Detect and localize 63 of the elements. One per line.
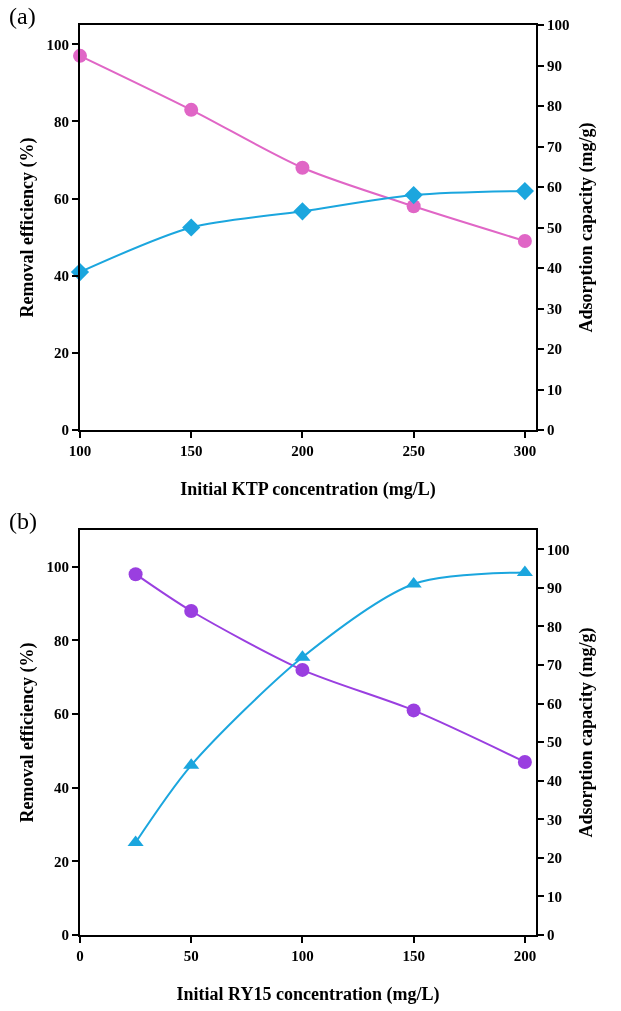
y-tick-label: 60: [54, 706, 69, 723]
y-axis-title: Removal efficiency (%): [17, 137, 38, 318]
y-axis-title: Removal efficiency (%): [17, 642, 38, 823]
point: [295, 662, 310, 677]
y2-tick-label: 70: [547, 657, 562, 674]
y2-tick-label: 80: [547, 618, 562, 635]
y-tick-label: 40: [54, 267, 69, 284]
y-tick-label: 20: [54, 853, 69, 870]
y2-tick-label: 90: [547, 580, 562, 597]
y2-axis-title: Adsorption capacity (mg/g): [576, 627, 597, 838]
x-tick-label: 150: [402, 948, 425, 964]
y2-tick-label: 40: [547, 772, 562, 789]
point: [182, 218, 201, 237]
y-tick-label: 60: [54, 190, 69, 207]
point: [128, 567, 143, 582]
x-tick-label: 200: [291, 443, 314, 459]
y2-tick-label: 90: [547, 57, 562, 74]
y2-tick-label: 50: [547, 219, 562, 236]
y2-tick-label: 70: [547, 138, 562, 155]
y2-tick-label: 10: [547, 381, 562, 398]
y2-tick-label: 20: [547, 850, 562, 867]
point: [293, 202, 312, 221]
x-tick-label: 200: [513, 948, 537, 964]
y2-tick-label: 0: [547, 927, 555, 944]
y2-tick-label: 50: [547, 734, 562, 751]
point: [295, 160, 310, 175]
y2-tick-label: 0: [547, 422, 555, 439]
x-tick-label: 100: [291, 948, 314, 964]
x-tick-label: 250: [402, 443, 425, 459]
y2-tick-label: 20: [547, 341, 562, 358]
y2-tick-label: 40: [547, 260, 562, 277]
point: [515, 181, 534, 201]
point: [404, 186, 423, 205]
point: [517, 234, 532, 248]
x-axis-title: Initial RY15 concentration (mg/L): [176, 984, 440, 1005]
y2-tick-label: 100: [547, 541, 570, 558]
x-tick-label: 300: [513, 443, 537, 459]
y2-tick-label: 60: [547, 695, 562, 712]
x-tick-label: 50: [183, 948, 199, 964]
point: [184, 102, 199, 117]
y2-tick-label: 60: [547, 179, 562, 196]
x-axis-title: Initial KTP concentration (mg/L): [180, 479, 436, 500]
y-tick-label: 0: [61, 422, 69, 439]
chart-title: (b): [9, 508, 37, 534]
point: [184, 604, 199, 618]
y2-tick-label: 30: [547, 300, 562, 317]
y-tick-label: 0: [61, 927, 69, 944]
y-tick-label: 80: [54, 113, 69, 130]
y2-axis-title: Adsorption capacity (mg/g): [576, 122, 597, 333]
chart-title: (a): [9, 3, 36, 29]
y2-tick-label: 10: [547, 888, 562, 905]
x-tick-label: 150: [179, 443, 203, 459]
y-tick-label: 80: [54, 632, 69, 649]
y-tick-label: 100: [46, 36, 69, 53]
y-tick-label: 40: [54, 779, 69, 796]
point: [517, 754, 532, 769]
y2-tick-label: 30: [547, 811, 562, 828]
y2-tick-label: 80: [547, 98, 562, 115]
y-tick-label: 100: [46, 559, 69, 576]
y2-tick-label: 100: [547, 17, 570, 34]
x-tick-label: 0: [76, 948, 84, 964]
point: [406, 703, 421, 718]
y-tick-label: 20: [54, 345, 69, 362]
